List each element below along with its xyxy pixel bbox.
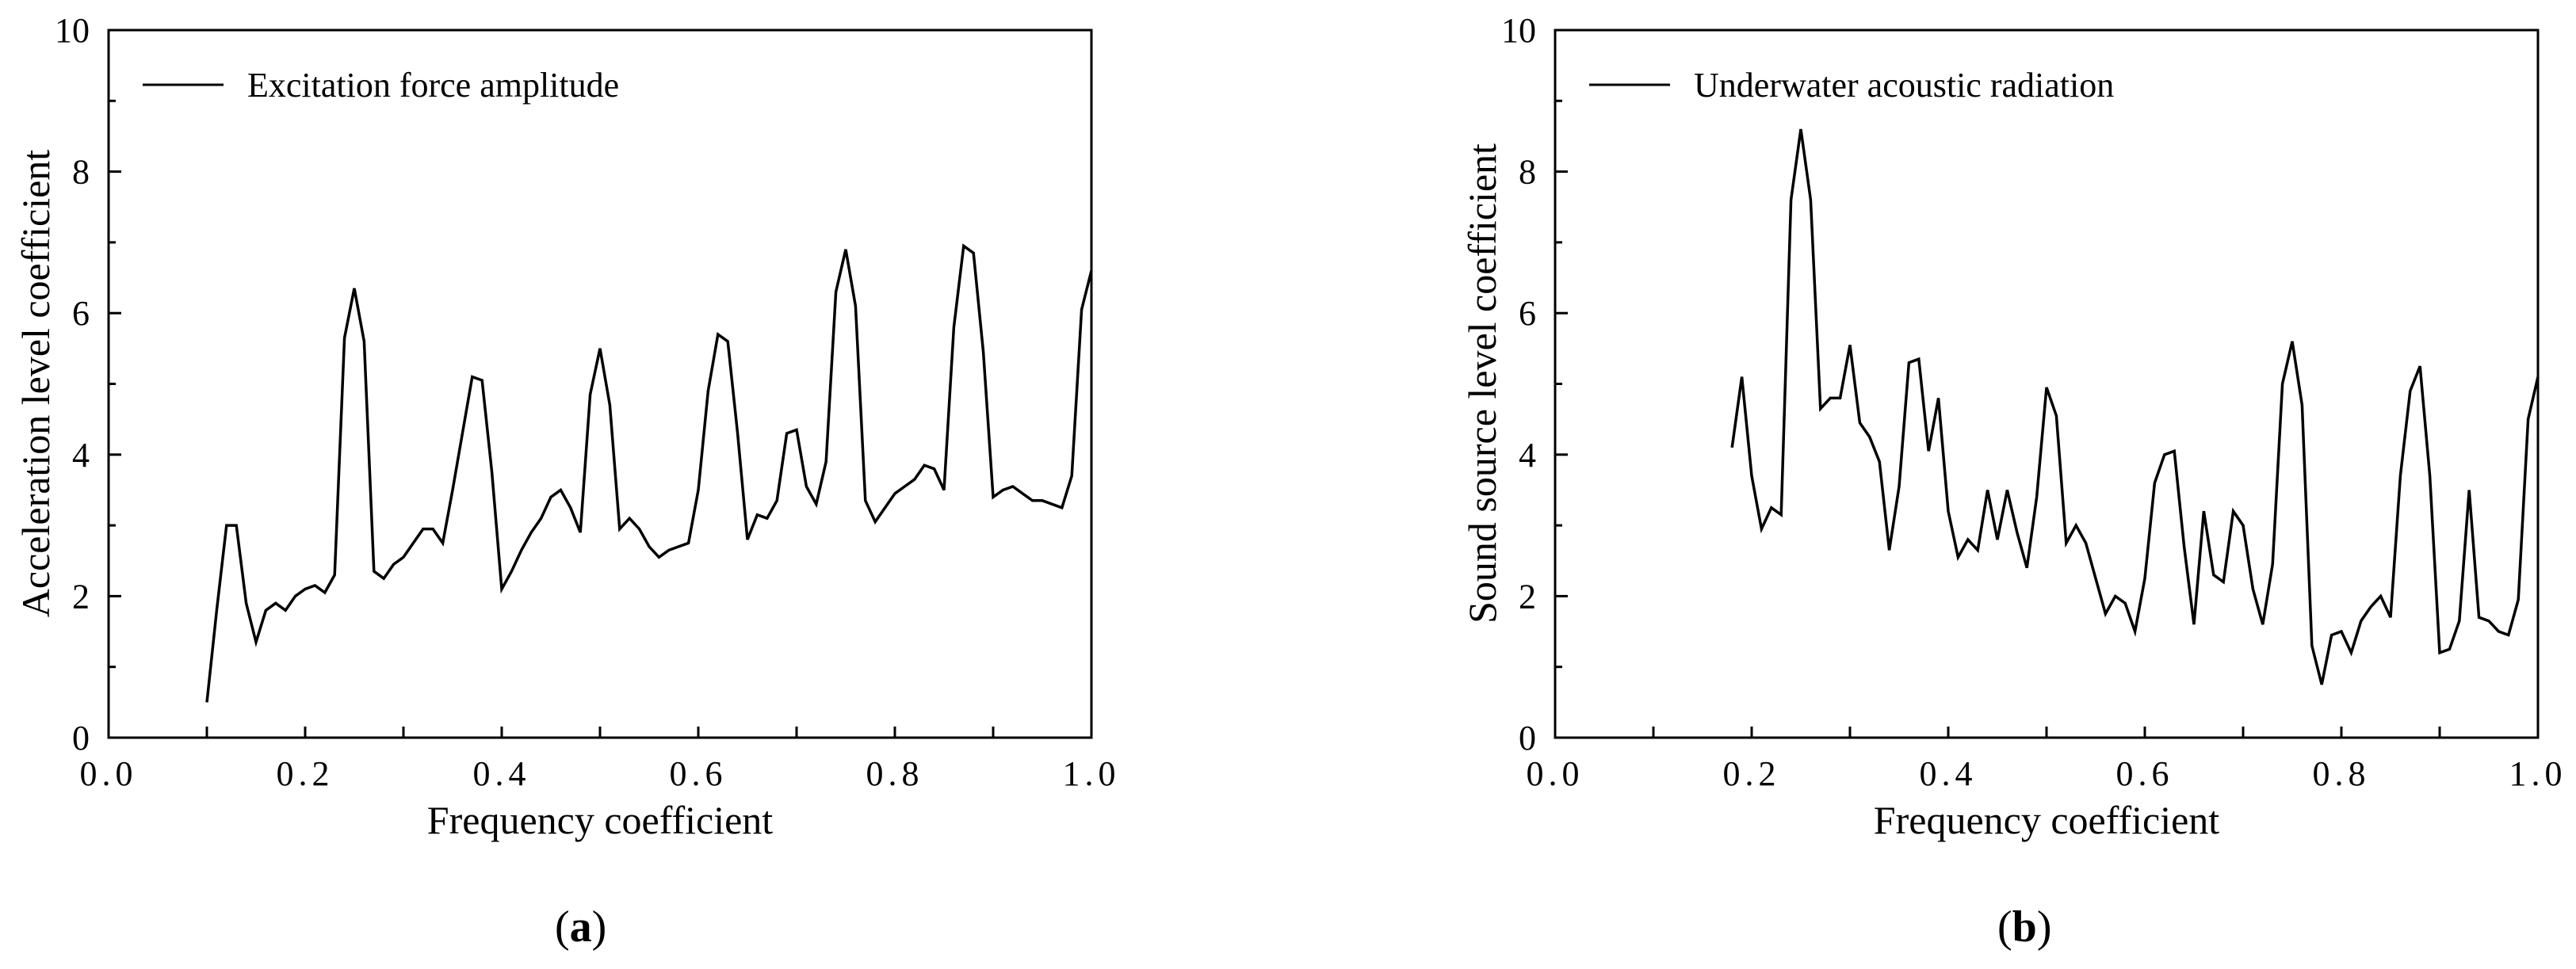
panel-label-letter: b xyxy=(2012,902,2037,952)
series-line xyxy=(205,243,1093,703)
y-axis-title: Sound source level coefficient xyxy=(1460,143,1504,624)
y-tick-labels: 0 2 4 6 8 10 xyxy=(1501,11,1536,757)
y-tick-labels: 0 2 4 6 8 10 xyxy=(55,11,90,757)
plot-frame xyxy=(107,29,1093,739)
plot-frame xyxy=(1554,29,2540,739)
x-tick-label: 0.2 xyxy=(277,754,334,793)
x-tick-label: 1.0 xyxy=(1063,754,1121,793)
y-tick-label: 4 xyxy=(72,436,90,475)
x-axis-title: Frequency coefficient xyxy=(1874,798,2219,842)
y-tick-label: 10 xyxy=(1501,11,1536,50)
y-tick-label: 2 xyxy=(1519,577,1536,616)
y-tick-label: 6 xyxy=(1519,294,1536,333)
x-tick-labels: 0.0 0.2 0.4 0.6 0.8 1.0 xyxy=(1527,754,2567,793)
legend: Underwater acoustic radiation xyxy=(1589,66,2114,105)
x-tick-label: 0.6 xyxy=(2116,754,2174,793)
axis-ticks xyxy=(1554,29,2540,739)
panel-label-letter: a xyxy=(570,902,592,952)
x-tick-label: 0.2 xyxy=(1723,754,1781,793)
y-tick-label: 6 xyxy=(72,294,90,333)
x-tick-label: 0.4 xyxy=(473,754,531,793)
y-tick-label: 0 xyxy=(1519,719,1536,757)
series-lines xyxy=(1730,128,2540,685)
axis-ticks xyxy=(107,29,1093,739)
x-tick-label: 0.8 xyxy=(2313,754,2371,793)
x-tick-labels: 0.0 0.2 0.4 0.6 0.8 1.0 xyxy=(80,754,1121,793)
x-tick-label: 0.0 xyxy=(80,754,138,793)
x-axis-title: Frequency coefficient xyxy=(427,798,773,842)
chart-panel-a: 0.0 0.2 0.4 0.6 0.8 1.0 0 2 4 6 8 10 Excitation fo… xyxy=(13,11,1121,952)
panel-label: (b) xyxy=(1997,902,2051,952)
panel-label: (a) xyxy=(555,902,606,952)
y-tick-label: 0 xyxy=(72,719,90,757)
y-tick-label: 4 xyxy=(1519,436,1536,475)
x-tick-label: 0.0 xyxy=(1527,754,1584,793)
x-tick-label: 0.6 xyxy=(670,754,728,793)
legend-label: Excitation force amplitude xyxy=(247,66,619,105)
legend: Excitation force amplitude xyxy=(143,66,619,105)
y-tick-label: 2 xyxy=(72,577,90,616)
x-tick-label: 0.8 xyxy=(866,754,924,793)
y-tick-label: 8 xyxy=(72,153,90,192)
series-line xyxy=(1730,128,2540,685)
y-tick-label: 10 xyxy=(55,11,90,50)
x-tick-label: 0.4 xyxy=(1920,754,1978,793)
chart-panel-b: 0.0 0.2 0.4 0.6 0.8 1.0 0 2 4 6 8 10 Underwater ac… xyxy=(1460,11,2567,952)
series-lines xyxy=(205,243,1093,703)
x-tick-label: 1.0 xyxy=(2509,754,2567,793)
y-axis-title: Acceleration level coefficient xyxy=(13,150,58,618)
y-tick-label: 8 xyxy=(1519,153,1536,192)
legend-label: Underwater acoustic radiation xyxy=(1694,66,2114,105)
